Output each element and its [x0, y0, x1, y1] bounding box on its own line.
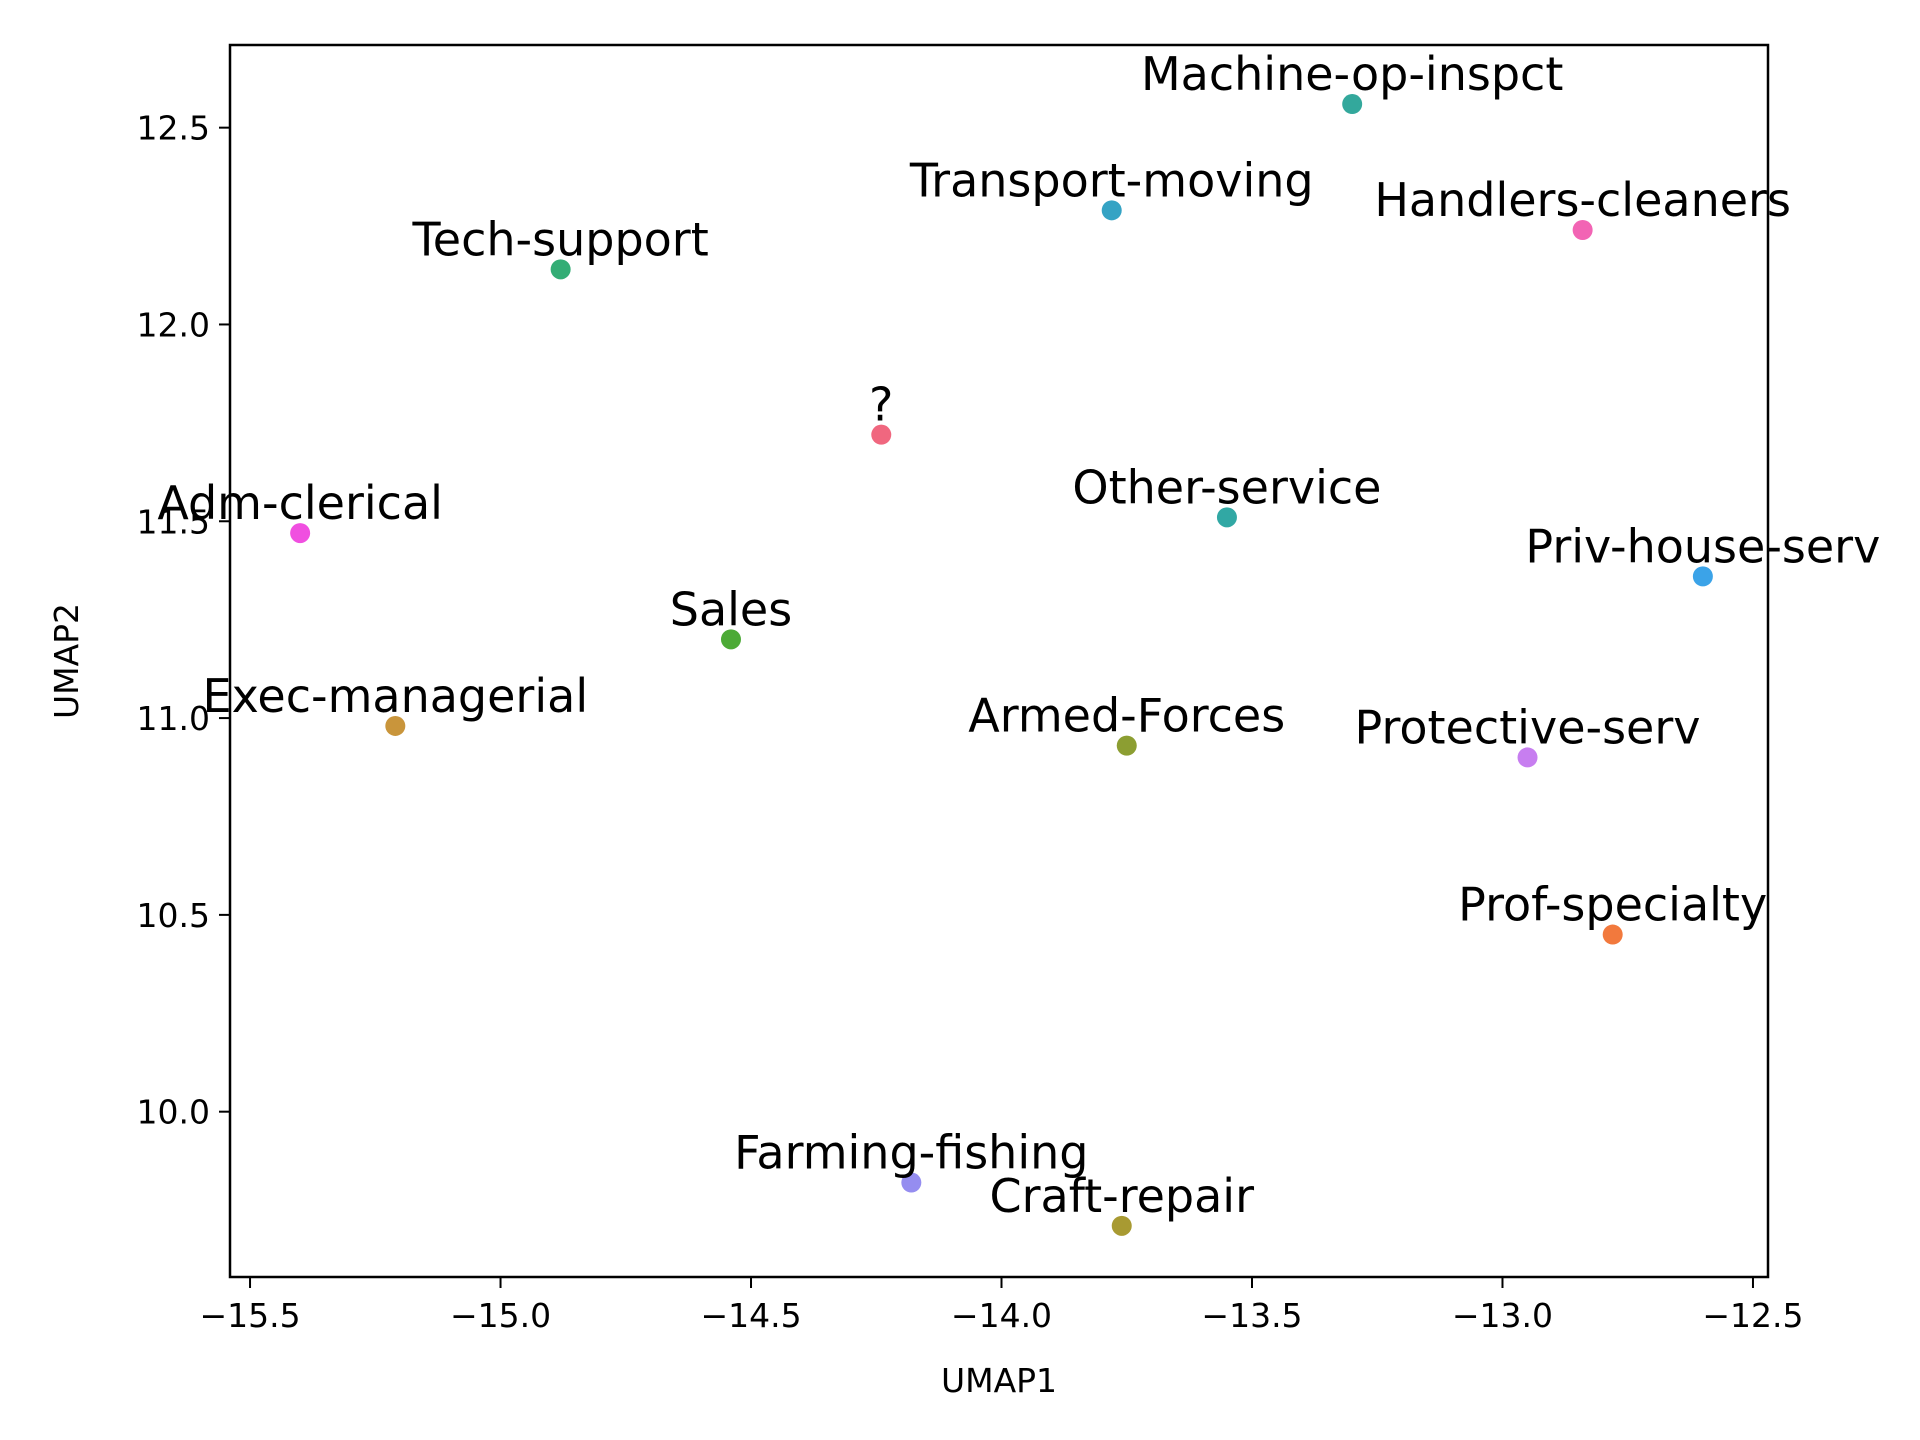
data-points: ? Adm-clerical Armed-Forces Craft-repair Exe…	[157, 47, 1880, 1236]
x-tick-label: −14.5	[700, 1296, 801, 1335]
scatter-point	[1342, 94, 1363, 115]
scatter-point	[1216, 507, 1237, 528]
x-tick-label: −13.5	[1201, 1296, 1302, 1335]
point-label: Sales	[670, 582, 792, 636]
point-label: Other-service	[1072, 460, 1381, 514]
x-axis-label: UMAP1	[941, 1361, 1057, 1400]
scatter-point	[385, 715, 406, 736]
scatter-point	[1111, 1215, 1132, 1236]
scatter-point	[1116, 735, 1137, 756]
point-label: Priv-house-serv	[1525, 519, 1880, 573]
point-label: Protective-serv	[1355, 700, 1701, 754]
point-label: Handlers-cleaners	[1374, 173, 1791, 227]
point-label: Prof-specialty	[1458, 878, 1767, 932]
point-label: Farming-fishing	[734, 1126, 1088, 1180]
x-tick-label: −12.5	[1702, 1296, 1803, 1335]
scatter-point	[1572, 219, 1593, 240]
y-tick-label: 11.5	[137, 502, 210, 541]
plot-frame	[228, 43, 1770, 1279]
point-label: Armed-Forces	[968, 689, 1285, 743]
y-tick-label: 12.0	[137, 305, 210, 344]
x-tick-label: −15.0	[450, 1296, 551, 1335]
point-label: Tech-support	[412, 212, 709, 266]
scatter-point	[1602, 924, 1623, 945]
y-tick-label: 12.5	[137, 109, 210, 148]
scatter-point	[1692, 566, 1713, 587]
point-label: Adm-clerical	[157, 476, 443, 530]
point-label: Machine-op-inspct	[1141, 47, 1563, 101]
x-tick-label: −15.5	[199, 1296, 300, 1335]
point-label: Exec-managerial	[203, 669, 589, 723]
x-tick-label: −13.0	[1452, 1296, 1553, 1335]
y-tick-label: 11.0	[137, 699, 210, 738]
point-label: ?	[869, 378, 893, 432]
scatter-point	[901, 1172, 922, 1193]
plot-background	[230, 45, 1768, 1277]
axis-ticks: −15.5 −15.0 −14.5 −14.0 −13.5 −13.0 −12.5 10.0 1…	[137, 109, 1804, 1335]
y-axis-label: UMAP2	[47, 603, 86, 719]
scatter-point	[290, 523, 311, 544]
y-tick-label: 10.5	[137, 896, 210, 935]
scatter-point	[720, 629, 741, 650]
y-tick-label: 10.0	[137, 1093, 210, 1132]
scatter-point	[550, 259, 571, 280]
scatter-point	[871, 424, 892, 445]
scatter-point	[1517, 747, 1538, 768]
scatter-point	[1101, 200, 1122, 221]
point-label: Craft-repair	[989, 1169, 1254, 1223]
point-label: Transport-moving	[909, 153, 1314, 207]
x-tick-label: −14.0	[951, 1296, 1052, 1335]
